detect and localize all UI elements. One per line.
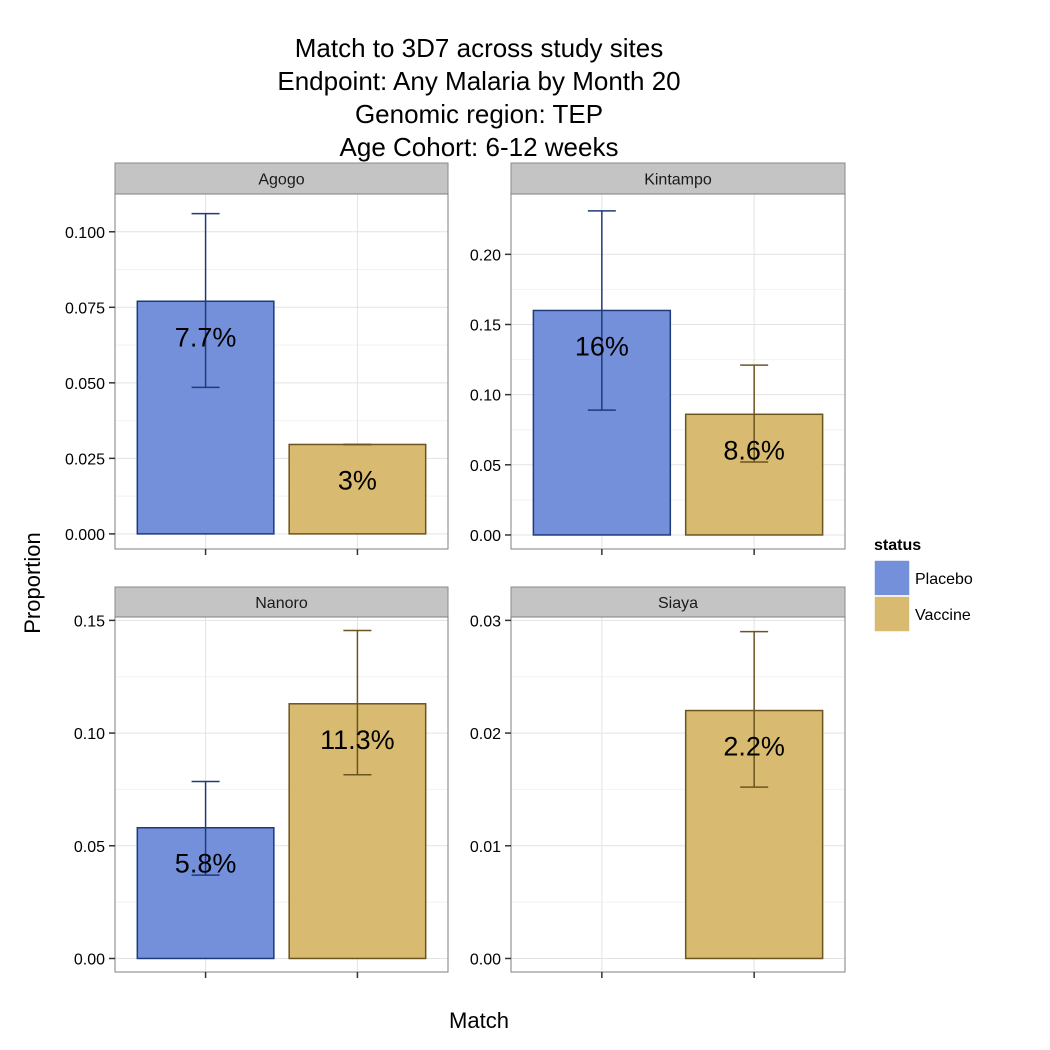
chart-title: Match to 3D7 across study sitesEndpoint:…: [277, 33, 680, 162]
facet-panels: Agogo 7.7% 3% 0.000 0.025 0.050 0.075 0.100 Kint…: [65, 162, 846, 978]
error-bar: [740, 364, 769, 463]
facet-strip: [114, 162, 449, 195]
y-tick-label: 0.01: [470, 839, 501, 856]
facet-panel: Siaya 2.2% 0.00 0.01 0.02 0.03: [470, 586, 846, 978]
title-line: Match to 3D7 across study sites: [295, 33, 663, 63]
y-tick-label: 0.075: [65, 300, 105, 317]
y-axis-title: Proportion: [20, 532, 45, 634]
error-bar: [191, 212, 220, 389]
y-tick-label: 0.03: [470, 613, 501, 630]
error-bar: [343, 629, 372, 776]
data-label: 7.7%: [175, 322, 237, 352]
panel-border: [114, 616, 449, 973]
y-tick-label: 0.15: [74, 613, 105, 630]
data-label: 16%: [575, 331, 629, 361]
facet-strip-label: Agogo: [258, 172, 304, 189]
facet-panel: Kintampo 16% 8.6% 0.00 0.05 0.10 0.15 0.20: [470, 162, 846, 555]
facet-strip-label: Siaya: [658, 595, 698, 612]
y-tick-label: 0.10: [74, 726, 105, 743]
legend-label: Vaccine: [915, 607, 971, 624]
error-bar: [191, 780, 220, 876]
facet-strip-label: Kintampo: [644, 172, 712, 189]
y-tick-label: 0.05: [74, 839, 105, 856]
x-axis-title: Match: [449, 1008, 509, 1033]
y-tick-label: 0.15: [470, 317, 501, 334]
y-tick-label: 0.00: [470, 528, 501, 545]
title-line: Age Cohort: 6-12 weeks: [340, 132, 619, 162]
facet-panel: Nanoro 5.8% 11.3% 0.00 0.05 0.10 0.15: [74, 586, 449, 978]
y-tick-label: 0.20: [470, 247, 501, 264]
y-tick-label: 0.10: [470, 388, 501, 405]
legend-title: status: [874, 537, 921, 554]
y-tick-label: 0.025: [65, 451, 105, 468]
y-tick-label: 0.02: [470, 726, 501, 743]
panel-border: [510, 193, 846, 550]
error-bar: [587, 210, 616, 411]
data-label: 8.6%: [723, 435, 785, 465]
bar: [532, 309, 672, 536]
y-tick-label: 0.00: [470, 951, 501, 968]
legend-label: Placebo: [915, 571, 973, 588]
panel-border: [510, 616, 846, 973]
facet-strip-label: Nanoro: [255, 595, 308, 612]
facet-strip: [114, 586, 449, 618]
data-label: 5.8%: [175, 849, 237, 879]
bar: [288, 443, 427, 535]
title-line: Genomic region: TEP: [355, 99, 603, 129]
legend: status Placebo Vaccine: [873, 537, 973, 633]
data-label: 2.2%: [723, 732, 785, 762]
y-tick-label: 0.000: [65, 527, 105, 544]
y-tick-label: 0.05: [470, 458, 501, 475]
title-line: Endpoint: Any Malaria by Month 20: [277, 66, 680, 96]
legend-key: [873, 559, 911, 597]
y-tick-label: 0.050: [65, 376, 105, 393]
error-bar: [740, 630, 769, 788]
facet-panel: Agogo 7.7% 3% 0.000 0.025 0.050 0.075 0.100: [65, 162, 449, 555]
legend-key: [873, 595, 911, 633]
data-label: 3%: [338, 465, 377, 495]
y-tick-label: 0.00: [74, 951, 105, 968]
y-tick-label: 0.100: [65, 225, 105, 242]
facet-strip: [510, 162, 846, 195]
panel-border: [114, 193, 449, 550]
data-label: 11.3%: [320, 725, 395, 755]
